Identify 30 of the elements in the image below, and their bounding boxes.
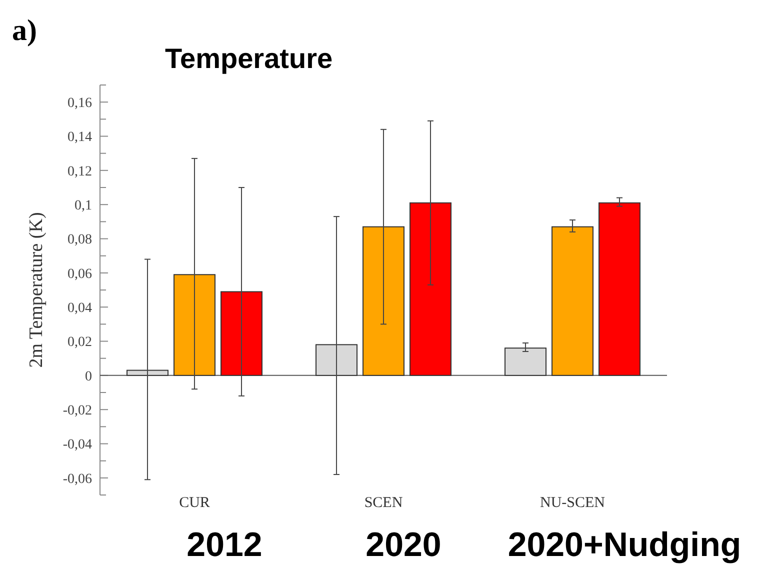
- x-tick-label: SCEN: [364, 495, 403, 511]
- y-tick-label: 0,08: [68, 232, 92, 248]
- bar: [598, 202, 640, 376]
- y-tick-label: 0,04: [68, 300, 92, 316]
- x-tick-label: CUR: [179, 495, 210, 511]
- bar: [552, 226, 594, 376]
- y-tick-label: 0,16: [68, 96, 92, 111]
- bar: [174, 274, 216, 376]
- x-tick-label: NU-SCEN: [540, 495, 606, 511]
- y-axis-title: 2m Temperature (K): [26, 212, 47, 368]
- y-tick-label: 0,12: [68, 164, 92, 180]
- y-tick-label: 0,14: [68, 130, 92, 146]
- y-tick-label: -0,02: [62, 403, 92, 418]
- bar: [220, 291, 262, 376]
- bar: [126, 370, 168, 376]
- text: 2020+Nudging: [508, 526, 742, 564]
- y-tick-label: 0,1: [74, 198, 92, 214]
- y-tick-label: 0: [85, 369, 92, 384]
- text: a): [12, 14, 37, 47]
- bar: [316, 344, 358, 376]
- y-tick-label: -0,06: [62, 472, 92, 487]
- chart-title: Temperature: [165, 43, 333, 74]
- bar: [410, 202, 452, 376]
- y-tick-label: -0,04: [62, 438, 92, 453]
- y-tick-label: 0,06: [68, 266, 92, 282]
- bar: [362, 226, 404, 376]
- y-tick-label: 0,02: [68, 335, 92, 350]
- text: 2020: [366, 526, 442, 564]
- bar: [504, 348, 546, 376]
- text: 2012: [186, 526, 262, 564]
